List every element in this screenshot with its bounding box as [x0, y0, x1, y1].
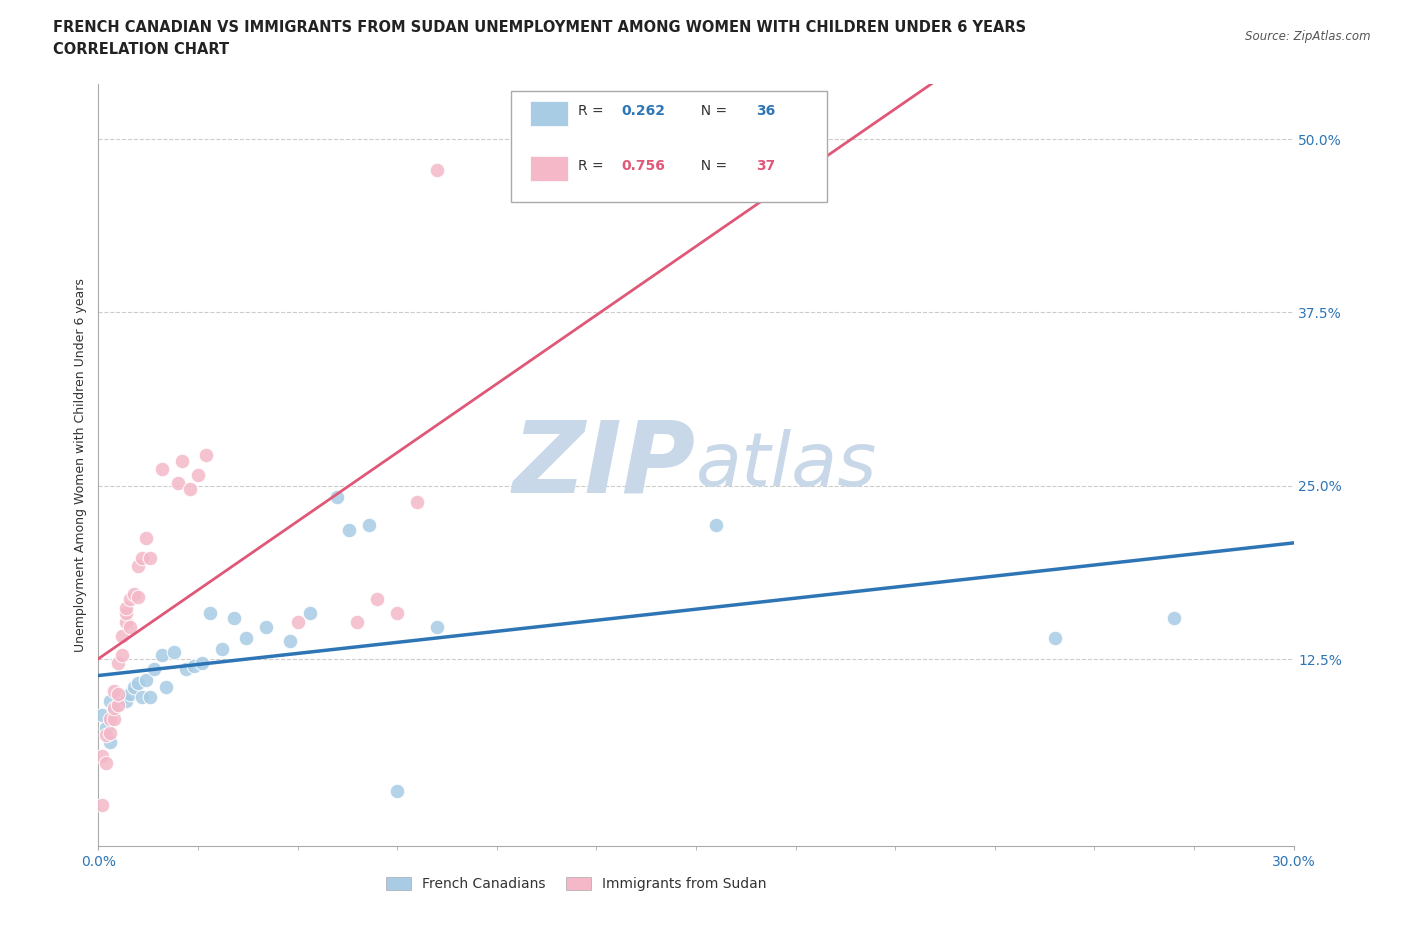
- Text: N =: N =: [692, 104, 733, 118]
- Point: [1163, 610, 1185, 625]
- Text: 0.756: 0.756: [621, 159, 666, 173]
- Point: [179, 481, 201, 496]
- Point: [120, 619, 142, 634]
- Point: [100, 735, 122, 750]
- Point: [163, 644, 186, 659]
- Point: [91, 707, 114, 722]
- Point: [426, 162, 449, 177]
- Point: [406, 495, 429, 510]
- Point: [211, 642, 233, 657]
- Point: [107, 686, 129, 701]
- Point: [172, 454, 194, 469]
- Point: [111, 689, 134, 704]
- Point: [115, 601, 138, 616]
- Text: 37: 37: [756, 159, 775, 173]
- Text: CORRELATION CHART: CORRELATION CHART: [53, 42, 229, 57]
- Text: ZIP: ZIP: [513, 417, 696, 513]
- Text: R =: R =: [578, 159, 607, 173]
- Point: [150, 647, 173, 662]
- Point: [96, 756, 118, 771]
- Point: [103, 703, 125, 718]
- Point: [115, 606, 138, 621]
- Y-axis label: Unemployment Among Women with Children Under 6 years: Unemployment Among Women with Children U…: [75, 278, 87, 652]
- Point: [254, 619, 277, 634]
- Point: [385, 783, 409, 798]
- Point: [139, 689, 162, 704]
- Text: Source: ZipAtlas.com: Source: ZipAtlas.com: [1246, 30, 1371, 43]
- Point: [183, 658, 205, 673]
- Text: R =: R =: [578, 104, 607, 118]
- Point: [167, 475, 190, 490]
- Point: [135, 531, 157, 546]
- Text: atlas: atlas: [696, 429, 877, 501]
- Point: [100, 725, 122, 740]
- Point: [195, 448, 218, 463]
- Point: [366, 592, 388, 607]
- Legend: French Canadians, Immigrants from Sudan: French Canadians, Immigrants from Sudan: [381, 871, 772, 897]
- Point: [298, 606, 321, 621]
- Point: [385, 606, 409, 621]
- Point: [115, 693, 138, 708]
- Text: N =: N =: [692, 159, 733, 173]
- Point: [187, 467, 209, 482]
- Point: [103, 711, 125, 726]
- FancyBboxPatch shape: [530, 156, 568, 180]
- Text: 36: 36: [756, 104, 775, 118]
- Point: [139, 551, 162, 565]
- Point: [127, 675, 149, 690]
- Point: [127, 590, 149, 604]
- Point: [107, 698, 129, 712]
- Point: [155, 680, 177, 695]
- Text: 0.262: 0.262: [621, 104, 666, 118]
- FancyBboxPatch shape: [510, 91, 827, 202]
- Point: [135, 672, 157, 687]
- Point: [120, 592, 142, 607]
- FancyBboxPatch shape: [530, 101, 568, 126]
- Point: [107, 698, 129, 712]
- Point: [111, 647, 134, 662]
- Point: [191, 656, 214, 671]
- Point: [287, 614, 309, 629]
- Point: [359, 517, 381, 532]
- Point: [96, 721, 118, 736]
- Point: [127, 559, 149, 574]
- Point: [100, 711, 122, 726]
- Point: [115, 614, 138, 629]
- Point: [91, 749, 114, 764]
- Point: [111, 628, 134, 643]
- Point: [124, 587, 146, 602]
- Point: [150, 461, 173, 476]
- Point: [91, 797, 114, 812]
- Point: [426, 619, 449, 634]
- Point: [174, 661, 197, 676]
- Point: [143, 661, 166, 676]
- Point: [346, 614, 368, 629]
- Point: [1043, 631, 1066, 645]
- Point: [704, 517, 727, 532]
- Point: [326, 489, 349, 504]
- Point: [235, 631, 257, 645]
- Text: FRENCH CANADIAN VS IMMIGRANTS FROM SUDAN UNEMPLOYMENT AMONG WOMEN WITH CHILDREN : FRENCH CANADIAN VS IMMIGRANTS FROM SUDAN…: [53, 20, 1026, 35]
- Point: [124, 680, 146, 695]
- Point: [107, 656, 129, 671]
- Point: [278, 633, 301, 648]
- Point: [131, 689, 153, 704]
- Point: [96, 728, 118, 743]
- Point: [120, 686, 142, 701]
- Point: [339, 523, 360, 538]
- Point: [222, 610, 245, 625]
- Point: [198, 606, 221, 621]
- Point: [103, 684, 125, 698]
- Point: [103, 700, 125, 715]
- Point: [100, 693, 122, 708]
- Point: [131, 551, 153, 565]
